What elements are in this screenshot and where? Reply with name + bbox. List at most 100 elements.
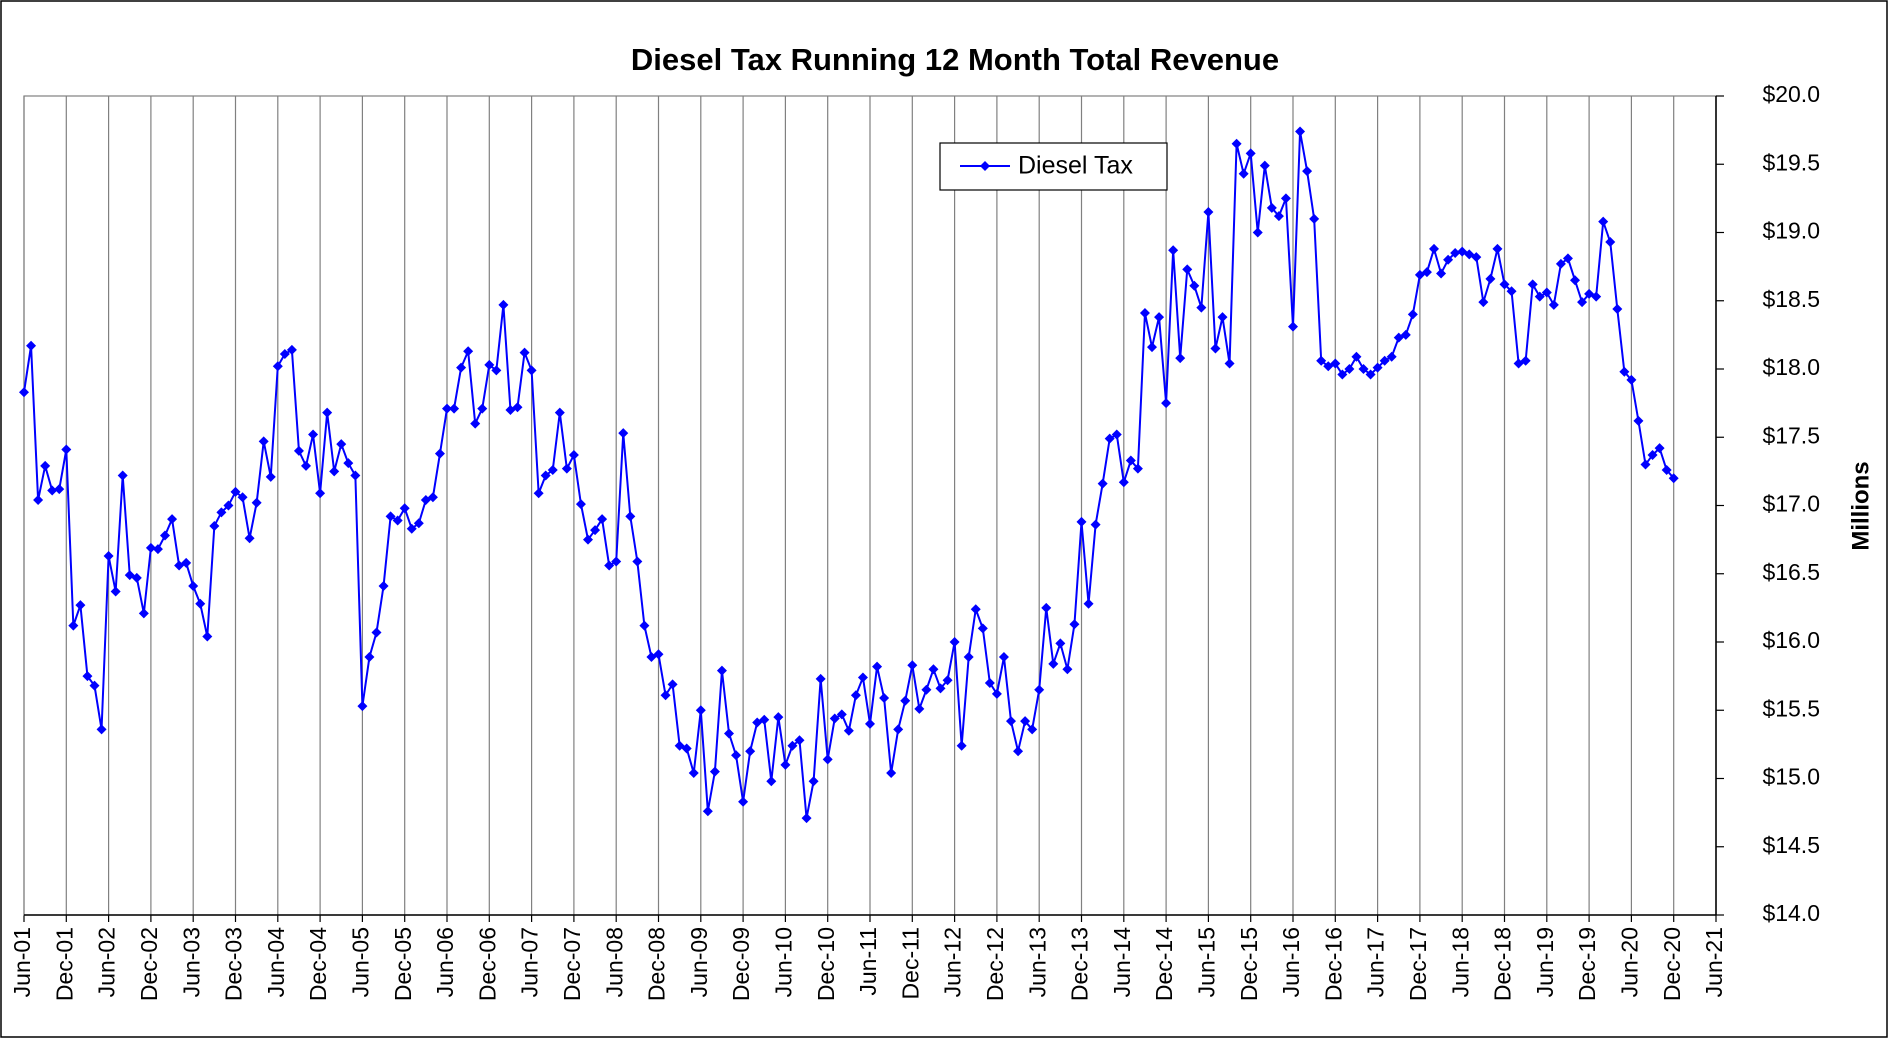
- y-tick-label: $17.5: [1762, 422, 1820, 448]
- data-point: [879, 692, 890, 703]
- data-point: [963, 652, 974, 663]
- data-point: [258, 436, 269, 447]
- data-point: [512, 402, 523, 413]
- data-point: [1217, 312, 1228, 323]
- data-point: [787, 740, 798, 751]
- data-point: [519, 347, 530, 358]
- legend-marker: [980, 161, 990, 171]
- data-point: [970, 604, 981, 615]
- x-tick-label: Dec-11: [897, 927, 923, 999]
- data-point: [47, 485, 58, 496]
- y-tick-label: $16.0: [1762, 627, 1820, 653]
- data-point: [61, 444, 72, 455]
- data-point: [1027, 724, 1038, 735]
- x-tick-label: Dec-04: [305, 927, 331, 1001]
- data-point: [716, 665, 727, 676]
- data-point: [1076, 516, 1087, 527]
- data-point: [801, 813, 812, 824]
- data-point: [1295, 126, 1306, 137]
- data-point: [322, 407, 333, 418]
- data-point: [329, 466, 340, 477]
- data-point: [1006, 716, 1016, 727]
- data-point: [921, 684, 932, 695]
- data-point: [145, 542, 156, 553]
- data-point: [89, 680, 100, 691]
- data-point: [1492, 243, 1503, 254]
- data-point: [554, 407, 565, 418]
- x-tick-label: Jun-02: [94, 927, 120, 997]
- data-point: [886, 768, 897, 779]
- data-point: [1280, 193, 1291, 204]
- data-point: [583, 534, 593, 545]
- data-point: [928, 664, 939, 675]
- data-point: [286, 344, 297, 355]
- data-point: [1605, 237, 1616, 248]
- data-point: [272, 361, 283, 372]
- data-point: [1175, 353, 1186, 364]
- data-point: [75, 600, 86, 611]
- y-tick-label: $18.0: [1762, 354, 1820, 380]
- x-tick-label: Jun-15: [1193, 927, 1219, 997]
- data-point: [456, 362, 467, 373]
- data-point: [364, 652, 375, 663]
- x-tick-label: Dec-15: [1236, 927, 1262, 1001]
- y-tick-label: $16.5: [1762, 559, 1820, 585]
- data-point: [1132, 463, 1143, 474]
- x-tick-label: Dec-06: [474, 927, 500, 1001]
- data-point: [279, 348, 290, 359]
- data-point: [1210, 343, 1221, 354]
- data-point: [526, 365, 537, 376]
- data-point: [850, 690, 861, 701]
- data-point: [1598, 216, 1609, 227]
- data-point: [836, 709, 847, 720]
- data-point: [1379, 355, 1390, 366]
- data-point: [1104, 433, 1115, 444]
- data-point: [202, 631, 213, 642]
- data-point: [1555, 258, 1566, 269]
- x-tick-label: Dec-13: [1067, 927, 1093, 1001]
- data-point: [160, 530, 170, 541]
- data-point: [1429, 243, 1439, 254]
- data-point: [1619, 366, 1630, 377]
- data-point: [1400, 329, 1411, 340]
- data-point: [1471, 252, 1482, 263]
- data-point: [1168, 245, 1179, 256]
- data-point: [385, 511, 396, 522]
- y-tick-label: $14.0: [1762, 900, 1820, 926]
- data-point: [371, 627, 382, 638]
- x-tick-label: Dec-18: [1490, 927, 1516, 1001]
- data-point: [900, 695, 911, 706]
- x-tick-label: Dec-12: [982, 927, 1008, 1001]
- data-point: [1118, 477, 1129, 488]
- x-tick-label: Jun-16: [1278, 927, 1304, 997]
- x-tick-label: Dec-02: [136, 927, 162, 1001]
- data-point: [477, 403, 488, 414]
- y-tick-label: $15.0: [1762, 764, 1820, 790]
- data-point: [1647, 449, 1658, 460]
- x-tick-label: Dec-16: [1320, 927, 1346, 1001]
- data-point: [935, 683, 946, 694]
- data-point: [265, 471, 276, 482]
- data-point: [1147, 342, 1157, 353]
- data-point: [590, 525, 601, 536]
- data-point: [392, 515, 403, 526]
- x-tick-label: Dec-10: [813, 927, 839, 1001]
- y-tick-label: $20.0: [1762, 81, 1820, 107]
- data-point: [865, 718, 875, 729]
- data-point: [597, 514, 608, 525]
- data-point: [237, 492, 248, 503]
- data-point: [1259, 160, 1270, 171]
- data-point: [216, 507, 227, 518]
- data-point: [977, 623, 988, 634]
- data-point: [498, 299, 509, 310]
- data-point: [82, 671, 93, 682]
- y-tick-label: $14.5: [1762, 832, 1820, 858]
- data-point: [1090, 519, 1101, 530]
- data-point: [244, 533, 255, 544]
- data-point: [540, 470, 551, 481]
- data-point: [1499, 279, 1510, 290]
- data-point: [68, 620, 79, 631]
- data-point: [1273, 211, 1284, 222]
- data-point: [1252, 227, 1263, 238]
- data-point: [1407, 309, 1418, 320]
